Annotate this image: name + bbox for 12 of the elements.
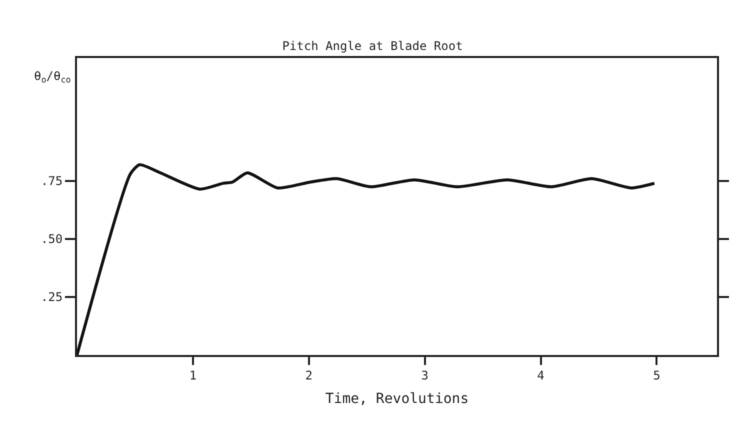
x-tick-label: 1: [189, 368, 197, 382]
y-tick-label: .50: [40, 232, 63, 246]
x-tick-label: 5: [653, 368, 660, 382]
y-axis-title: θ$_{o}$/θ$_{co}$: [34, 69, 71, 85]
x-tick-label: 2: [305, 368, 312, 382]
chart-title: Pitch Angle at Blade Root: [282, 39, 463, 53]
line-series: [77, 163, 656, 355]
y-tick-label: .75: [40, 174, 63, 188]
y-tick-label: .25: [40, 290, 63, 304]
x-tick-label: 3: [421, 368, 428, 382]
x-axis-title: Time, Revolutions: [325, 391, 469, 408]
x-tick-label: 4: [537, 368, 544, 382]
